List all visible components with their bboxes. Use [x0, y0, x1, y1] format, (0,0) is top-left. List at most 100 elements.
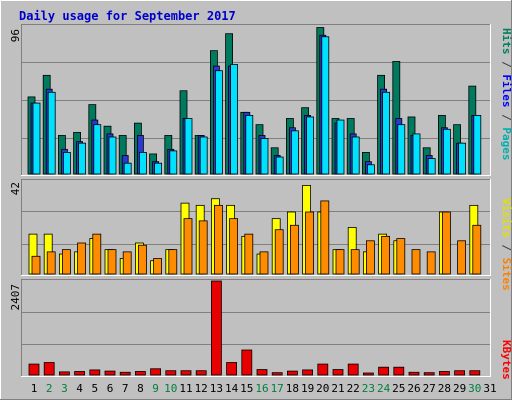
traffic-bar-kbytes-day-27 — [423, 372, 435, 376]
usage-bar-pages-day-2 — [47, 91, 56, 175]
usage-bar-pages-day-17 — [275, 156, 284, 175]
day-label-4: 4 — [76, 382, 83, 395]
day-label-18: 18 — [286, 382, 299, 395]
day-label-27: 27 — [423, 382, 436, 395]
traffic-bar-kbytes-day-5 — [89, 369, 101, 376]
legend-files: Files — [500, 74, 512, 107]
day-label-17: 17 — [271, 382, 284, 395]
traffic-bar-kbytes-day-16 — [256, 369, 268, 376]
legend-pages: Pages — [500, 127, 512, 160]
traffic-bar-kbytes-day-23 — [362, 372, 374, 376]
day-label-13: 13 — [210, 382, 223, 395]
visitors-bar-sites-day-25 — [396, 238, 406, 275]
day-label-3: 3 — [61, 382, 68, 395]
traffic-bar-kbytes-day-30 — [469, 370, 481, 376]
day-label-11: 11 — [179, 382, 192, 395]
visitors-bar-sites-day-3 — [62, 249, 71, 275]
visitors-bar-sites-day-9 — [153, 258, 163, 275]
usage-bar-pages-day-21 — [336, 119, 345, 175]
usage-bar-pages-day-14 — [230, 64, 239, 175]
visitors-bar-sites-day-30 — [472, 224, 482, 275]
visitors-bar-sites-day-18 — [289, 224, 299, 275]
traffic-max-label: 2407 — [9, 284, 22, 311]
traffic-bar-kbytes-day-1 — [28, 363, 40, 376]
day-label-7: 7 — [122, 382, 129, 395]
traffic-bar-kbytes-day-28 — [438, 371, 450, 376]
usage-bar-pages-day-27 — [427, 158, 436, 175]
traffic-bar-kbytes-day-11 — [180, 370, 192, 376]
usage-bar-pages-day-7 — [123, 162, 132, 175]
usage-bar-pages-day-24 — [382, 91, 391, 175]
legend-kbytes: KBytes — [500, 340, 512, 380]
visitors-bar-sites-day-12 — [198, 220, 208, 275]
visitors-bar-sites-day-10 — [168, 249, 178, 275]
usage-bar-pages-day-20 — [321, 36, 330, 175]
usage-bar-pages-day-30 — [473, 115, 482, 175]
usage-bar-pages-day-6 — [108, 136, 117, 175]
traffic-panel — [21, 279, 491, 377]
usage-bar-pages-day-13 — [214, 70, 223, 175]
day-label-9: 9 — [152, 382, 159, 395]
traffic-bar-kbytes-day-8 — [134, 371, 146, 376]
legend-visits: Visits — [500, 198, 512, 238]
day-label-25: 25 — [392, 382, 405, 395]
visitors-bar-sites-day-17 — [274, 229, 284, 275]
traffic-bar-kbytes-day-18 — [286, 370, 298, 376]
visitors-bar-sites-day-4 — [77, 242, 86, 275]
visitors-bar-sites-day-7 — [122, 251, 132, 275]
visitors-bar-sites-day-1 — [31, 255, 41, 275]
traffic-plot-area — [21, 279, 491, 377]
traffic-bar-kbytes-day-19 — [302, 369, 314, 376]
legend-hits: Hits — [500, 28, 512, 55]
traffic-bar-kbytes-day-12 — [195, 370, 207, 376]
visitors-bar-sites-day-13 — [213, 204, 223, 275]
usage-bar-pages-day-4 — [78, 142, 86, 175]
day-label-5: 5 — [91, 382, 98, 395]
usage-bar-pages-day-11 — [184, 118, 193, 175]
usage-bar-pages-day-5 — [93, 124, 102, 175]
visitors-bar-sites-day-6 — [107, 249, 117, 275]
chart-title: Daily usage for September 2017 — [19, 9, 236, 23]
visitors-bar-sites-day-5 — [92, 233, 102, 275]
day-label-21: 21 — [331, 382, 344, 395]
traffic-bar-kbytes-day-7 — [119, 371, 131, 376]
legend-sites: Sites — [500, 258, 512, 291]
visitors-bar-sites-day-26 — [411, 249, 421, 275]
visitors-bar-sites-day-14 — [229, 218, 239, 275]
traffic-bar-kbytes-day-21 — [332, 369, 344, 376]
day-label-10: 10 — [164, 382, 177, 395]
day-label-2: 2 — [46, 382, 53, 395]
day-label-31: 31 — [483, 382, 496, 395]
traffic-bar-kbytes-day-2 — [43, 362, 55, 376]
day-label-8: 8 — [137, 382, 144, 395]
day-label-23: 23 — [362, 382, 375, 395]
usage-bar-pages-day-9 — [154, 162, 163, 175]
traffic-bar-kbytes-day-4 — [74, 371, 85, 376]
visitors-bar-sites-day-16 — [259, 251, 269, 275]
day-label-15: 15 — [240, 382, 253, 395]
visitors-bar-sites-day-2 — [46, 251, 56, 275]
usage-panel — [21, 24, 491, 176]
usage-max-label: 96 — [9, 29, 22, 42]
traffic-bar-kbytes-day-17 — [271, 372, 283, 376]
usage-bar-pages-day-22 — [351, 136, 360, 175]
day-label-22: 22 — [347, 382, 360, 395]
day-label-14: 14 — [225, 382, 239, 395]
visitors-bar-sites-day-21 — [335, 249, 345, 275]
day-label-19: 19 — [301, 382, 314, 395]
day-label-28: 28 — [438, 382, 451, 395]
traffic-bar-kbytes-day-29 — [454, 370, 466, 376]
visitors-bar-sites-day-20 — [320, 200, 330, 275]
traffic-bar-kbytes-day-26 — [408, 371, 420, 376]
legend-separator: / — [500, 108, 512, 128]
visitors-bar-sites-day-8 — [137, 244, 147, 275]
traffic-bar-kbytes-day-24 — [378, 366, 390, 376]
traffic-bar-kbytes-day-25 — [393, 366, 405, 376]
visitors-bar-sites-day-22 — [350, 249, 360, 275]
day-label-30: 30 — [468, 382, 481, 395]
visitors-panel — [21, 179, 491, 276]
usage-bar-pages-day-26 — [412, 133, 421, 175]
visitors-legend: Visits / Sites — [500, 198, 512, 291]
usage-bar-pages-day-16 — [260, 138, 269, 175]
usage-legend: Hits / Files / Pages — [500, 28, 512, 161]
